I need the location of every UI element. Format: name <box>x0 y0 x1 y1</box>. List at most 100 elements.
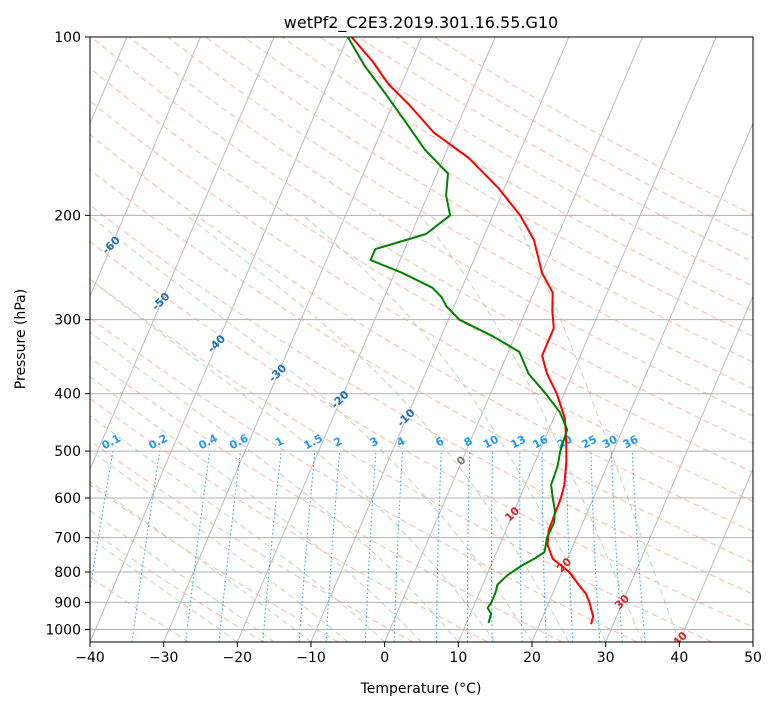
isotherm-line <box>163 37 422 642</box>
dry-adiabat <box>90 529 264 642</box>
y-tick-label: 1000 <box>45 622 81 638</box>
y-tick-label: 200 <box>54 208 81 224</box>
x-axis-label: Temperature (°C) <box>360 681 482 697</box>
moist-adiabat <box>90 415 386 642</box>
mixing-ratio-label: 0.2 <box>146 432 169 453</box>
isotherm-line <box>384 37 643 642</box>
moist-adiabat <box>419 214 643 642</box>
dry-adiabat <box>205 37 753 363</box>
mixing-ratio-label: 10 <box>481 433 501 452</box>
dry-adiabat <box>129 37 753 417</box>
dry-adiabat <box>434 37 753 216</box>
x-tick-label: 40 <box>670 650 688 666</box>
y-tick-label: 400 <box>54 387 81 403</box>
moist-adiabat <box>90 449 349 642</box>
y-tick-label: 800 <box>54 565 81 581</box>
x-tick-label: −30 <box>149 650 179 666</box>
dry-adiabat <box>90 440 414 642</box>
isotherm-line <box>678 467 753 642</box>
isotherm-label: -20 <box>328 388 351 411</box>
dry-adiabat <box>90 100 753 503</box>
mixing-ratio-line <box>519 451 523 642</box>
y-tick-label: 700 <box>54 531 81 547</box>
mixing-ratio-line <box>631 451 646 642</box>
isotherm-line <box>605 295 753 642</box>
moist-adiabat <box>90 331 459 642</box>
y-tick-label: 100 <box>54 30 81 46</box>
mixing-ratio-label: 30 <box>600 433 620 452</box>
moist-adiabat <box>90 376 422 642</box>
y-axis-label: Pressure (hPa) <box>13 289 29 389</box>
dry-adiabat <box>90 134 753 533</box>
y-tick-label: 300 <box>54 313 81 329</box>
mixing-ratio-label: 16 <box>531 433 551 452</box>
mixing-ratio-line <box>298 451 316 642</box>
dry-adiabat <box>90 204 753 595</box>
y-tick-label: 900 <box>54 595 81 611</box>
plot-frame <box>89 36 754 643</box>
isotherm-label: -80 <box>0 129 20 152</box>
x-tick-label: 10 <box>449 650 467 666</box>
moist-adiabat <box>90 278 496 642</box>
mixing-ratio-label: 1 <box>273 434 286 449</box>
isotherm-line <box>90 37 275 471</box>
x-tick-label: −10 <box>296 650 326 666</box>
dewpoint-profile <box>346 37 569 624</box>
isotherm-label: -30 <box>266 361 289 384</box>
isotherm-label: -70 <box>50 176 73 199</box>
dry-adiabat <box>90 484 339 642</box>
x-tick-label: 20 <box>523 650 541 666</box>
y-tick-label: 600 <box>54 491 81 507</box>
mixing-ratio-label: 0.1 <box>100 432 123 453</box>
dry-adiabat <box>281 37 753 312</box>
mixing-ratio-line <box>565 451 574 642</box>
temperature-profile <box>350 37 595 625</box>
x-tick-label: −20 <box>223 650 253 666</box>
mixing-ratio-label: 6 <box>433 434 446 449</box>
mixing-ratio-line <box>90 451 114 593</box>
mixing-ratio-label: 0.6 <box>227 432 251 453</box>
isotherm-label: 40 <box>670 629 690 649</box>
mixing-ratio-label: 4 <box>394 434 407 449</box>
x-axis-ticks: −40 −30 −20 −10 0 10 20 30 40 50 <box>75 642 762 666</box>
mixing-ratio-label: 8 <box>462 434 475 449</box>
moist-adiabat <box>90 509 275 642</box>
mixing-ratio-label: 25 <box>580 433 600 452</box>
moist-adiabat <box>90 537 238 642</box>
mixing-ratio-line <box>435 451 442 642</box>
moist-adiabat <box>90 480 312 642</box>
mixing-ratio-label: 2 <box>332 434 345 449</box>
isotherm-line <box>752 640 753 642</box>
dry-adiabat <box>90 168 753 564</box>
dry-adiabat <box>90 356 563 642</box>
isotherm-line <box>457 37 717 642</box>
mixing-ratio-line <box>262 451 282 642</box>
mixing-ratio-line <box>185 451 211 642</box>
mixing-ratio-label: 13 <box>508 433 528 452</box>
isotherm-line <box>236 37 496 642</box>
isotherm-label: -40 <box>205 332 228 355</box>
dry-adiabat <box>90 278 712 642</box>
dry-adiabat <box>90 37 753 445</box>
dry-adiabat <box>357 37 753 263</box>
dry-adiabat <box>90 397 488 642</box>
isotherm-label: -10 <box>394 406 417 429</box>
x-tick-label: 0 <box>380 650 389 666</box>
pressure-gridlines <box>90 37 753 630</box>
mixing-ratio-label: 20 <box>555 433 575 452</box>
isotherm-label: -50 <box>149 290 172 313</box>
x-tick-label: −40 <box>75 650 105 666</box>
background-lines <box>90 37 753 642</box>
y-tick-label: 500 <box>54 444 81 460</box>
y-axis-ticks: 1000 900 800 700 600 500 400 300 200 100 <box>45 30 90 638</box>
dry-adiabat <box>90 317 638 642</box>
dry-adiabat <box>243 37 753 337</box>
mixing-ratio-line <box>131 451 161 642</box>
mixing-ratio-line <box>218 451 241 642</box>
mixing-ratio-label: 36 <box>621 433 641 452</box>
isotherm-line <box>90 37 201 298</box>
dry-adiabat <box>167 37 753 390</box>
chart-title: wetPf2_C2E3.2019.301.16.55.G10 <box>284 13 558 33</box>
